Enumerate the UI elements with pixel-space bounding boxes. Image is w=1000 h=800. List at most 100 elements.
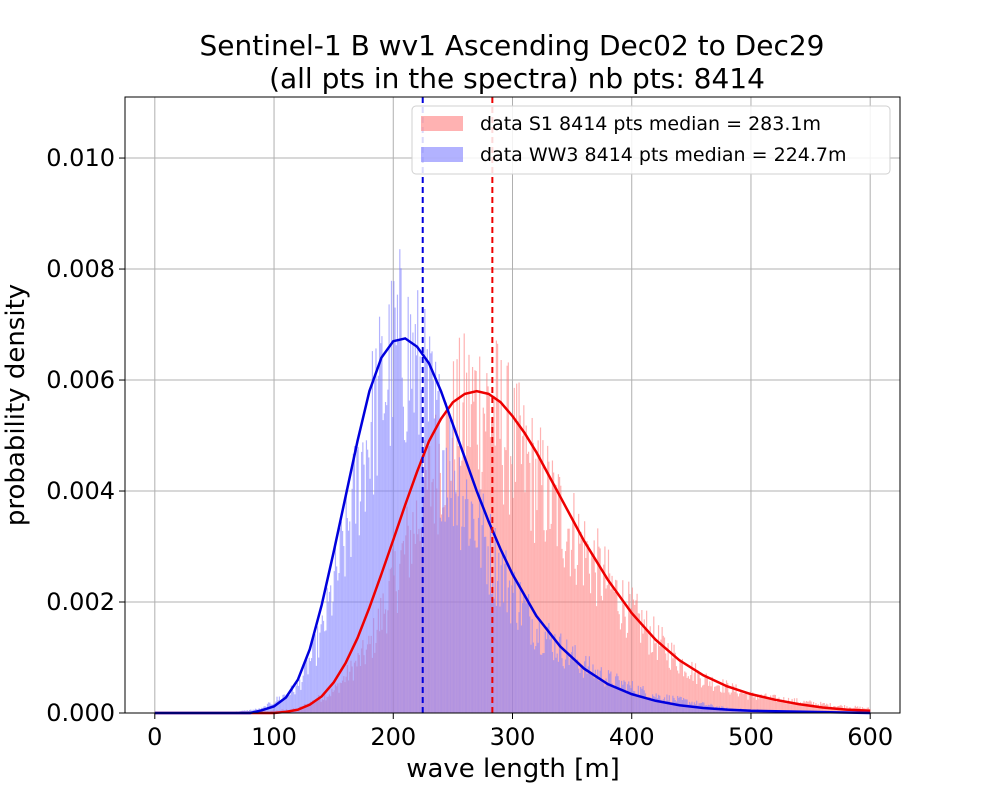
histogram-bar: [653, 696, 655, 713]
histogram-bar: [536, 510, 538, 713]
histogram-bar: [387, 389, 389, 713]
histogram-bar: [475, 547, 477, 713]
legend-label: data S1 8414 pts median = 283.1m: [480, 113, 821, 135]
histogram-bar: [656, 659, 658, 713]
histogram-bar: [295, 685, 297, 713]
histogram-bar: [439, 517, 441, 713]
histogram-bar: [349, 521, 351, 713]
histogram-bar: [435, 361, 437, 713]
histogram-bar: [482, 493, 484, 713]
histogram-bar: [548, 461, 550, 713]
histogram-bar: [648, 654, 650, 713]
histogram-bar: [313, 635, 315, 713]
histogram-bar: [601, 682, 604, 713]
histogram-bar: [606, 682, 608, 713]
histogram-bar: [588, 573, 590, 713]
histogram-bar: [632, 599, 635, 713]
histogram-bar: [663, 637, 666, 713]
histogram-bar: [396, 294, 399, 713]
histogram-bar: [579, 673, 581, 713]
histogram-bar: [612, 686, 614, 713]
histogram-bar: [550, 632, 552, 713]
histogram-bar: [678, 673, 680, 713]
histogram-bar: [507, 587, 509, 713]
histogram-bar: [704, 675, 706, 713]
histogram-bar: [364, 511, 366, 713]
histogram-bar: [569, 658, 571, 713]
histogram-bar: [714, 686, 716, 713]
histogram-bar: [551, 460, 554, 713]
histogram-bar: [706, 677, 709, 713]
histogram-bar: [685, 672, 687, 713]
histogram-bar: [275, 701, 277, 713]
histogram-bar: [717, 708, 719, 713]
histogram-bar: [585, 655, 587, 713]
histogram-bar: [797, 702, 799, 713]
histogram-bar: [336, 566, 338, 713]
histogram-bar: [768, 698, 771, 713]
histogram-bar: [572, 646, 574, 713]
histogram-bar: [405, 442, 407, 713]
histogram-bar: [456, 525, 458, 713]
histogram-bar: [407, 296, 409, 713]
histogram-bar: [600, 667, 602, 713]
histogram-bar: [714, 707, 716, 713]
histogram-bar: [801, 703, 803, 713]
histogram-bar: [545, 639, 548, 713]
histogram-bar: [785, 703, 787, 713]
histogram-bar: [316, 626, 319, 713]
histogram-bar: [473, 518, 475, 713]
histogram-bar: [734, 691, 736, 713]
histogram-bar: [601, 600, 604, 713]
histogram-bar: [625, 637, 627, 713]
histogram-bar: [619, 687, 621, 713]
histogram-bar: [489, 514, 492, 713]
histogram-bar: [423, 480, 425, 713]
histogram-bar: [392, 417, 394, 713]
histogram-bar: [381, 336, 383, 713]
histogram-bar: [524, 600, 526, 713]
histogram-bar: [334, 546, 337, 713]
histogram-bar: [815, 703, 817, 713]
histogram-bar: [467, 499, 469, 713]
histogram-bar: [455, 491, 457, 713]
histogram-bar: [616, 673, 618, 713]
histogram-bar: [322, 620, 325, 713]
histogram-bar: [277, 700, 279, 713]
histogram-bar: [291, 687, 294, 713]
histogram-bar: [347, 530, 350, 713]
histogram-bar: [564, 659, 567, 713]
histogram-bar: [747, 699, 749, 713]
histogram-bar: [721, 692, 723, 713]
histogram-bar: [655, 642, 657, 713]
fit-curve-0: [154, 389, 871, 715]
histogram-bar: [328, 591, 331, 713]
histogram-bar: [636, 695, 638, 713]
histogram-bar: [687, 704, 689, 713]
histogram-bar: [331, 615, 333, 713]
histogram-bar: [421, 440, 424, 713]
histogram-bar: [699, 678, 701, 713]
histogram-bar: [452, 526, 455, 713]
histogram-bar: [500, 360, 502, 713]
histogram-bar: [518, 612, 520, 713]
histogram-bar: [371, 351, 373, 713]
histogram-bar: [493, 395, 495, 713]
histogram-bar: [516, 622, 518, 713]
histogram-bar: [789, 702, 791, 713]
histogram-bar: [500, 565, 502, 713]
histogram-bar: [290, 685, 292, 713]
histogram-bar: [393, 281, 395, 713]
histogram-bar: [305, 660, 307, 713]
histogram-bar: [672, 658, 674, 713]
histogram-bar: [553, 660, 555, 713]
histogram-bar: [675, 666, 678, 713]
histogram-bar: [607, 549, 610, 713]
histogram-bar: [694, 663, 697, 713]
histogram-bar: [755, 699, 757, 713]
histogram-bar: [272, 704, 275, 713]
histogram-bar: [778, 697, 780, 713]
legend-label: data WW3 8414 pts median = 224.7m: [480, 144, 847, 166]
histogram-bar: [506, 612, 508, 713]
histogram-bar: [649, 626, 651, 713]
